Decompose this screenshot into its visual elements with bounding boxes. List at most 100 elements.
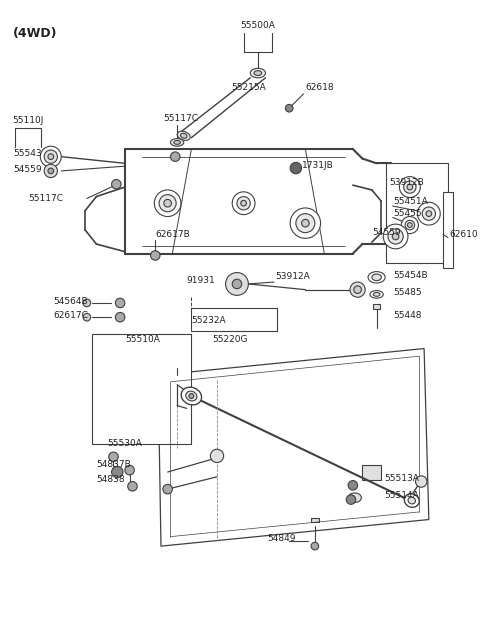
Text: 54837B: 54837B [96,460,131,469]
Circle shape [111,180,121,189]
Ellipse shape [418,202,440,225]
Text: 55500A: 55500A [240,21,276,30]
Ellipse shape [186,391,197,401]
Ellipse shape [370,291,383,298]
Text: 54564B: 54564B [54,297,88,306]
Circle shape [83,313,91,321]
Ellipse shape [405,220,415,230]
Ellipse shape [180,134,187,138]
Ellipse shape [40,146,61,167]
Text: 53912B: 53912B [389,178,424,187]
Ellipse shape [170,139,184,146]
Circle shape [115,298,125,308]
Ellipse shape [181,387,202,405]
Circle shape [111,466,123,478]
Text: 53912A: 53912A [275,272,310,281]
Circle shape [163,484,172,494]
Ellipse shape [348,493,361,503]
Text: 55543: 55543 [13,150,41,159]
Text: 55510A: 55510A [125,334,160,343]
Circle shape [83,299,91,307]
Ellipse shape [426,211,432,216]
Circle shape [48,168,54,174]
Text: 55451A: 55451A [394,197,429,206]
Circle shape [151,251,160,260]
Ellipse shape [237,196,250,210]
Circle shape [311,542,319,550]
Circle shape [226,273,248,295]
Bar [92,334,192,444]
Text: (4WD): (4WD) [13,27,57,40]
Circle shape [290,162,301,174]
Ellipse shape [177,131,190,141]
Circle shape [125,465,134,475]
Bar [362,465,381,480]
Text: 55110J: 55110J [12,116,44,125]
Ellipse shape [301,220,309,227]
Ellipse shape [189,394,194,399]
Ellipse shape [164,200,171,207]
Text: 62610: 62610 [450,230,479,239]
Ellipse shape [422,207,435,220]
Ellipse shape [296,214,315,232]
Text: 62617B: 62617B [155,230,190,239]
Text: 54559: 54559 [372,228,400,237]
Text: 55220G: 55220G [212,334,248,343]
Circle shape [286,105,293,112]
Ellipse shape [250,68,265,78]
Circle shape [350,282,365,297]
Ellipse shape [408,497,416,504]
Circle shape [170,152,180,161]
Circle shape [115,313,125,322]
Text: 54849: 54849 [267,534,296,543]
Ellipse shape [401,216,419,234]
Bar [311,517,319,523]
Bar [373,304,381,309]
Ellipse shape [372,274,381,281]
Circle shape [128,482,137,491]
Text: 54838: 54838 [96,475,125,484]
Text: 55530A: 55530A [108,439,142,448]
Ellipse shape [48,154,54,159]
Ellipse shape [373,293,380,297]
Text: 91931: 91931 [187,275,216,284]
Ellipse shape [174,141,180,144]
Text: 62618: 62618 [305,83,334,92]
Circle shape [416,476,427,487]
Ellipse shape [241,200,246,206]
Text: 55117C: 55117C [28,194,63,203]
Circle shape [232,279,242,289]
Circle shape [44,164,58,178]
Ellipse shape [404,494,419,507]
Text: 55117C: 55117C [163,114,198,123]
Bar [192,308,277,331]
Bar [386,163,448,263]
Text: 55215A: 55215A [231,83,266,92]
Ellipse shape [408,223,412,227]
Text: 55448: 55448 [394,311,422,320]
Ellipse shape [254,71,262,76]
Text: 55485: 55485 [394,288,422,297]
Ellipse shape [232,192,255,214]
Bar [443,192,453,268]
Ellipse shape [404,181,416,193]
Ellipse shape [392,233,399,239]
Text: 62617C: 62617C [54,311,88,320]
Ellipse shape [159,195,176,212]
Text: 1731JB: 1731JB [301,160,333,169]
Ellipse shape [290,208,321,238]
Polygon shape [158,349,429,546]
Text: 55514A: 55514A [384,491,419,500]
Ellipse shape [155,190,181,216]
Circle shape [346,495,356,505]
Ellipse shape [407,184,413,190]
Ellipse shape [399,177,420,198]
Ellipse shape [383,224,408,249]
Ellipse shape [388,229,403,244]
Ellipse shape [44,150,58,163]
Circle shape [354,286,361,293]
Ellipse shape [368,272,385,283]
Text: 55232A: 55232A [192,316,226,325]
Circle shape [109,452,118,462]
Text: 55455: 55455 [394,209,422,218]
